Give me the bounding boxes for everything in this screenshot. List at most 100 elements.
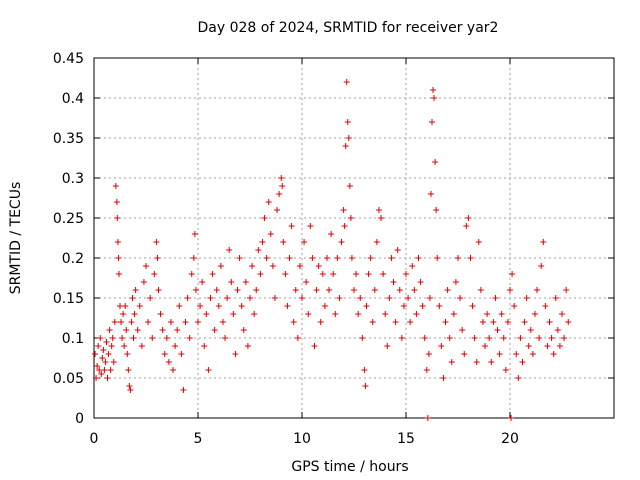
data-point — [99, 355, 106, 361]
data-point — [403, 271, 409, 277]
data-point — [192, 287, 199, 293]
data-point — [97, 335, 104, 341]
data-point — [459, 327, 466, 333]
data-point — [112, 183, 119, 189]
data-point — [117, 303, 123, 309]
data-point — [92, 351, 99, 357]
data-point — [172, 343, 179, 349]
data-point — [390, 279, 397, 285]
data-point — [203, 311, 210, 317]
data-point — [461, 351, 468, 357]
data-point — [363, 303, 370, 309]
data-point — [188, 271, 195, 277]
data-point — [542, 303, 549, 309]
data-point — [341, 223, 348, 229]
data-point — [163, 335, 170, 341]
data-point — [365, 271, 372, 277]
data-point — [411, 287, 418, 293]
data-point — [561, 335, 568, 341]
data-point — [103, 339, 110, 345]
data-point — [199, 279, 206, 285]
data-point — [195, 319, 201, 325]
data-point — [357, 295, 364, 301]
data-point — [521, 319, 528, 325]
data-point — [147, 295, 154, 301]
data-point — [515, 375, 522, 381]
data-point — [157, 311, 164, 317]
data-point — [178, 351, 185, 357]
chart-title: Day 028 of 2024, SRMTID for receiver yar… — [198, 20, 499, 36]
data-point — [114, 239, 121, 245]
data-point — [508, 415, 515, 421]
data-point — [132, 287, 139, 293]
data-point — [159, 327, 166, 333]
data-point — [190, 255, 197, 261]
data-point — [448, 359, 455, 365]
y-tick-labels: 0 0.05 0.1 0.15 0.2 0.25 0.3 0.35 0.4 0.45 — [53, 51, 84, 427]
data-point — [95, 343, 102, 349]
data-point — [473, 359, 480, 365]
data-point — [230, 311, 237, 317]
data-point — [431, 95, 438, 101]
data-point — [106, 327, 113, 333]
data-point — [122, 303, 129, 309]
data-point — [215, 303, 222, 309]
data-point — [375, 207, 382, 213]
data-point — [131, 311, 138, 317]
data-point — [267, 231, 274, 237]
data-point — [444, 287, 451, 293]
data-point — [280, 239, 287, 245]
y-tick-label: 0.4 — [62, 91, 84, 107]
data-point — [446, 335, 453, 341]
data-point — [292, 287, 299, 293]
data-point — [490, 319, 497, 325]
data-point — [423, 367, 430, 373]
data-point — [120, 311, 127, 317]
data-point — [269, 263, 276, 269]
data-point — [353, 271, 360, 277]
data-points — [92, 79, 572, 421]
data-point — [538, 263, 545, 269]
data-point — [500, 335, 507, 341]
data-point — [334, 255, 341, 261]
data-point — [301, 239, 308, 245]
data-point — [517, 335, 524, 341]
data-point — [323, 255, 330, 261]
data-point — [161, 351, 168, 357]
data-point — [176, 303, 183, 309]
data-point — [286, 255, 293, 261]
data-point — [442, 319, 449, 325]
data-point — [313, 287, 320, 293]
data-point — [455, 255, 461, 261]
data-point — [110, 359, 117, 365]
data-point — [115, 271, 122, 277]
data-point — [348, 255, 355, 261]
data-point — [433, 207, 440, 213]
data-point — [299, 295, 305, 301]
data-point — [145, 319, 152, 325]
data-point — [307, 223, 314, 229]
data-point — [222, 335, 229, 341]
data-point — [290, 319, 297, 325]
data-point — [217, 263, 224, 269]
data-point — [482, 343, 489, 349]
data-point — [259, 239, 266, 245]
data-point — [504, 319, 511, 325]
data-point — [232, 351, 239, 357]
data-point — [284, 303, 291, 309]
data-point — [434, 255, 441, 261]
data-point — [330, 271, 337, 277]
data-point — [130, 335, 137, 341]
data-point — [129, 295, 136, 301]
data-point — [104, 375, 111, 381]
data-point — [125, 367, 132, 373]
data-point — [384, 343, 391, 349]
x-tick-label: 10 — [293, 431, 311, 447]
data-point — [386, 295, 393, 301]
x-tick-label: 0 — [90, 431, 99, 447]
data-point — [392, 319, 399, 325]
data-point — [321, 303, 328, 309]
data-point — [167, 319, 174, 325]
data-point — [121, 343, 128, 349]
